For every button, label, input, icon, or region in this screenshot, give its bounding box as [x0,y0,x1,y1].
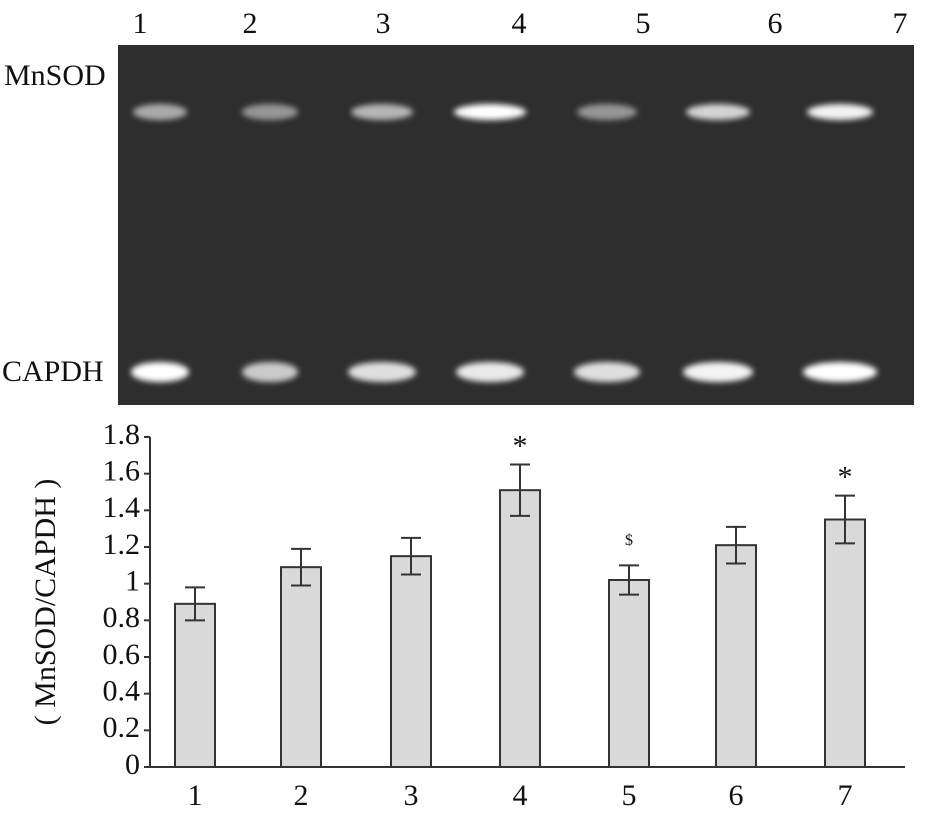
y-axis-label: ( MnSOD/CAPDH ) [29,479,62,726]
lane-label: 2 [243,7,258,40]
band [803,362,877,382]
bar [280,566,322,769]
band [348,362,416,382]
error-bar [291,547,311,587]
x-tick-label: 3 [404,779,419,812]
lane-label: 4 [512,7,527,40]
lane-label: 7 [893,7,908,40]
error-bar [726,525,746,565]
error-bar [835,494,855,545]
band [683,362,753,382]
bar [174,602,216,768]
x-tick-label: 7 [838,779,853,812]
x-tick-label: 4 [513,779,528,812]
y-tick-label: 0 [125,748,140,781]
lane-label: 6 [768,7,783,40]
bar [715,544,757,769]
x-tick-label: 5 [622,779,637,812]
band [807,104,873,120]
lane-label: 3 [376,7,391,40]
bar [608,579,650,768]
band [133,104,187,120]
band [242,104,298,120]
band [686,104,750,120]
x-tick-label: 1 [188,779,203,812]
band [577,104,637,120]
band [574,362,640,382]
bar [390,555,432,769]
band [131,362,189,382]
x-tick-label: 6 [729,779,744,812]
band [351,104,413,120]
band-label: CAPDH [2,355,104,388]
y-tick-label: 1.6 [103,455,141,488]
lane-label: 1 [133,7,148,40]
band [454,104,526,120]
y-tick-label: 1.4 [103,491,141,524]
error-bar [401,536,421,576]
band [242,362,298,382]
annotation: * [838,461,853,494]
y-tick-label: 1.8 [103,418,141,451]
bar [824,518,866,768]
bar [499,489,541,768]
y-tick-label: 0.8 [103,601,141,634]
band-label: MnSOD [4,59,106,92]
gel-image [118,45,914,405]
y-tick-label: 0.4 [103,675,141,708]
y-tick-label: 1.2 [103,528,141,561]
x-tick-label: 2 [294,779,309,812]
error-bar [619,564,639,596]
error-bar [185,586,205,622]
annotation: $ [625,532,633,549]
y-tick-label: 0.2 [103,711,141,744]
y-tick-label: 0.6 [103,638,141,671]
band [456,362,524,382]
y-tick-label: 1 [125,565,140,598]
lane-label: 5 [636,7,651,40]
error-bar [510,463,530,517]
annotation: * [513,429,528,462]
